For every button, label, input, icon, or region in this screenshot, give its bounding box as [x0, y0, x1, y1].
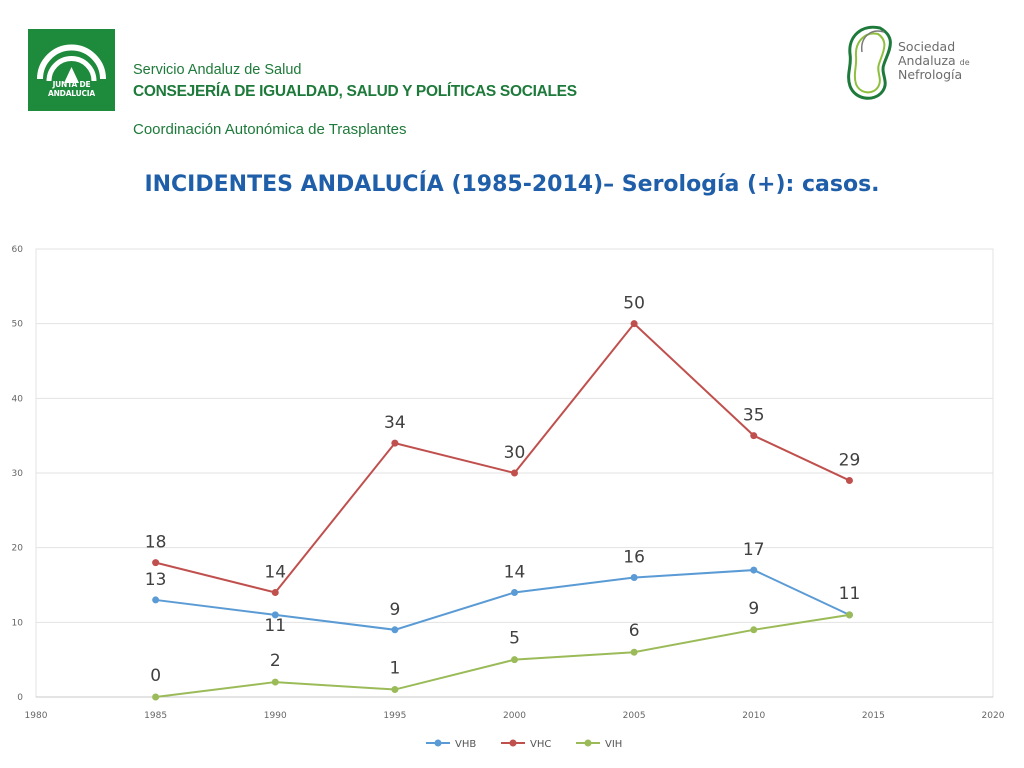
y-tick-label-50: 50	[12, 320, 24, 330]
data-point-vih-2000	[511, 656, 518, 664]
y-tick-label-40: 40	[12, 394, 24, 404]
y-tick-label-20: 20	[12, 544, 24, 554]
data-label-vhc-1995: 34	[384, 413, 406, 433]
kidney-emblem-icon	[847, 25, 892, 100]
data-point-vih-2010	[750, 626, 758, 634]
legend-label-vhc: VHC	[530, 739, 551, 750]
data-label-vhc-1985: 18	[145, 533, 167, 553]
data-point-vhc-1990	[271, 588, 279, 596]
consejeria-name: CONSEJERÍA DE IGUALDAD, SALUD Y POLÍTICA…	[133, 83, 577, 100]
x-tick-label-1990: 1990	[264, 711, 287, 721]
legend-label-vhb: VHB	[455, 739, 476, 750]
slide-title: INCIDENTES ANDALUCÍA (1985-2014)– Serolo…	[144, 172, 880, 197]
data-point-vhc-2000	[511, 469, 518, 477]
data-label-vhb-1990: 11	[264, 616, 286, 636]
junta-logo-text: JUNTA DE ANDALUCIA	[47, 80, 95, 98]
data-point-vhc-2010	[750, 432, 758, 440]
data-point-vhc-2014	[845, 476, 853, 484]
data-label-vih-2010: 9	[748, 599, 759, 619]
data-point-vih-1995	[391, 686, 399, 694]
x-tick-label-2010: 2010	[742, 711, 765, 721]
sociedad-nefrologia-logo: Sociedad Andaluza de Nefrología	[840, 22, 1000, 104]
data-point-vhb-2005	[630, 574, 638, 582]
data-point-vhb-2000	[511, 588, 518, 596]
legend-label-vih: VIH	[605, 739, 622, 750]
data-label-vhc-2000: 30	[504, 443, 526, 463]
x-tick-label-1995: 1995	[383, 711, 406, 721]
x-tick-label-2015: 2015	[862, 711, 885, 721]
x-tick-label-2020: 2020	[982, 711, 1005, 721]
x-tick-label-2005: 2005	[623, 711, 646, 721]
data-label-vhc-1990: 14	[264, 562, 286, 582]
data-point-vhc-1985	[152, 559, 160, 567]
coordinacion-name: Coordinación Autonómica de Trasplantes	[133, 121, 407, 138]
legend-marker-vhc	[509, 739, 517, 747]
data-point-vhb-1995	[391, 626, 399, 634]
junta-de-andalucia-logo: JUNTA DE ANDALUCIA	[28, 29, 115, 111]
y-tick-label-0: 0	[17, 693, 23, 703]
data-point-vhb-1990	[271, 611, 279, 619]
data-point-vhc-2005	[630, 320, 638, 328]
series-line-vih	[155, 613, 850, 698]
data-label-vih-2014: 11	[839, 584, 861, 604]
data-point-vhb-1985	[152, 596, 160, 604]
y-tick-label-30: 30	[12, 469, 24, 479]
data-label-vih-1995: 1	[389, 659, 400, 679]
society-logo-line2-small: de	[959, 58, 970, 67]
data-point-vih-1990	[271, 678, 279, 686]
society-logo-line2-main: Andaluza	[898, 53, 956, 68]
data-label-vhb-1995: 9	[389, 600, 400, 620]
data-point-vih-2005	[630, 648, 638, 656]
y-tick-label-10: 10	[12, 618, 24, 628]
data-label-vhc-2010: 35	[743, 406, 765, 426]
data-point-vih-1985	[152, 693, 160, 701]
data-label-vhb-1985: 13	[145, 570, 167, 590]
society-logo-line3: Nefrología	[898, 67, 963, 82]
society-logo-line1: Sociedad	[898, 39, 956, 54]
data-point-vhb-2010	[750, 566, 758, 574]
data-label-vhb-2005: 16	[623, 548, 645, 568]
arch-emblem-icon	[37, 44, 106, 83]
data-label-vhb-2000: 14	[504, 562, 526, 582]
society-logo-line2: Andaluza de	[898, 54, 970, 70]
data-point-vhc-1995	[391, 439, 399, 447]
x-tick-label-2000: 2000	[503, 711, 526, 721]
y-tick-label-60: 60	[12, 245, 24, 255]
data-label-vhb-2010: 17	[743, 540, 765, 560]
data-label-vhc-2014: 29	[839, 450, 861, 470]
data-label-vih-1985: 0	[150, 666, 161, 686]
data-point-vih-2014	[845, 611, 853, 619]
x-tick-label-1985: 1985	[144, 711, 167, 721]
series-line-vhb	[155, 569, 850, 631]
x-tick-label-1980: 1980	[25, 711, 48, 721]
data-label-vih-2000: 5	[509, 629, 520, 649]
data-label-vih-1990: 2	[270, 651, 281, 671]
service-name: Servicio Andaluz de Salud	[133, 62, 302, 78]
legend-marker-vhb	[434, 739, 442, 747]
data-label-vhc-2005: 50	[623, 294, 645, 314]
legend-marker-vih	[584, 739, 592, 747]
data-label-vih-2005: 6	[629, 621, 640, 641]
